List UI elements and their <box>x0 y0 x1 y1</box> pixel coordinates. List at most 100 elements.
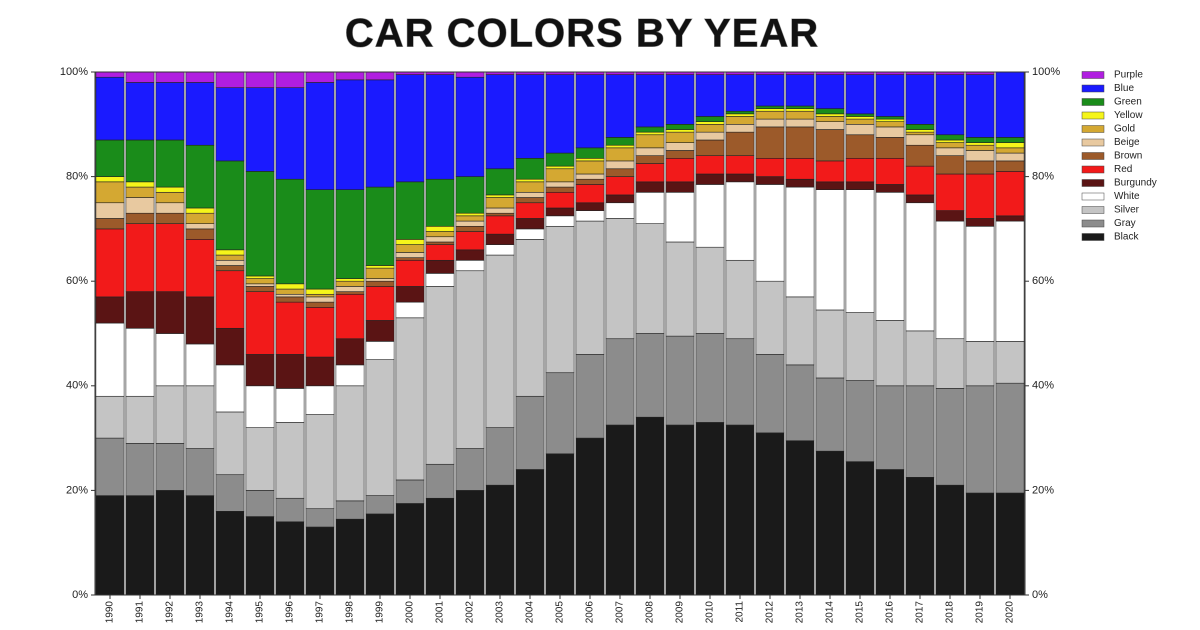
bar-segment <box>635 416 665 596</box>
bar-segment <box>665 157 695 183</box>
bar-segment <box>545 191 575 209</box>
bar-segment <box>155 333 185 387</box>
bar-segment <box>305 414 335 510</box>
bar-segment <box>635 131 665 136</box>
bar-segment <box>95 202 125 219</box>
bar-segment <box>215 474 245 512</box>
bar-segment <box>665 191 695 243</box>
bar-segment <box>755 176 785 185</box>
bar-segment <box>695 173 725 185</box>
bar-segment <box>275 521 305 596</box>
bar-segment <box>305 189 335 290</box>
bar-segment <box>425 231 455 238</box>
bar-segment <box>815 189 845 311</box>
bar-segment <box>275 283 305 290</box>
bar-segment <box>635 155 665 164</box>
bar-segment <box>395 286 425 303</box>
bar-segment <box>995 215 1025 222</box>
bar-segment <box>605 168 635 177</box>
bar-segment <box>995 220 1025 342</box>
bar-segment <box>125 327 155 397</box>
bar-segment <box>845 380 875 462</box>
y-tick-label-right: 0% <box>1032 589 1048 601</box>
bar-segment <box>125 82 155 141</box>
bar-segment <box>905 165 935 196</box>
x-tick-label: 2019 <box>975 601 986 624</box>
bar-segment <box>545 215 575 227</box>
bar-segment <box>815 108 845 115</box>
bar-segment <box>425 178 455 227</box>
bar-segment <box>515 178 545 183</box>
bar-segment <box>725 113 755 117</box>
bar-segment <box>935 173 965 211</box>
bar-segment <box>485 244 515 256</box>
bar-segment <box>335 338 365 366</box>
bar-segment <box>125 395 155 444</box>
bar-segment <box>185 448 215 496</box>
x-tick-label: 1992 <box>165 601 176 624</box>
bar-segment <box>455 215 485 222</box>
bar-segment <box>815 113 845 117</box>
bar-segment <box>245 71 275 88</box>
bar-segment <box>305 307 335 358</box>
bar-segment <box>335 189 365 279</box>
bar-segment <box>785 105 815 109</box>
bar-segment <box>305 71 335 83</box>
bar-segment <box>845 118 875 125</box>
bar-segment <box>545 372 575 455</box>
bar-segment <box>395 301 425 319</box>
bar-segment <box>575 437 605 596</box>
bar-segment <box>995 171 1025 217</box>
bar-segment <box>485 197 515 209</box>
x-tick-label: 2012 <box>765 601 776 624</box>
bar-segment <box>395 239 425 245</box>
bar-segment <box>665 150 695 159</box>
bar-segment <box>845 134 875 159</box>
x-tick-label: 2000 <box>405 601 416 624</box>
bar-segment <box>455 231 485 251</box>
bar-segment <box>245 275 275 279</box>
bar-segment <box>455 220 485 227</box>
bar-segment <box>515 74 545 159</box>
bar-segment <box>95 181 125 204</box>
bar-segment <box>485 254 515 428</box>
bar-segment <box>425 236 455 243</box>
bar-segment <box>875 157 905 185</box>
bar-segment <box>125 71 155 83</box>
bar-segment <box>185 144 215 209</box>
legend-swatch <box>1081 233 1105 241</box>
bar-segment <box>905 74 935 125</box>
bar-segment <box>485 194 515 198</box>
bar-segment <box>545 152 575 167</box>
bar-segment <box>245 490 275 517</box>
bar-segment <box>875 118 905 122</box>
bar-segment <box>635 126 665 133</box>
bar-segment <box>545 165 575 170</box>
bar-segment <box>935 338 965 389</box>
x-tick-label: 2020 <box>1005 601 1016 624</box>
bar-segment <box>215 270 245 329</box>
bar-segment <box>395 74 425 183</box>
bar-segment <box>935 74 965 136</box>
bar-segment <box>905 134 935 146</box>
bar-segment <box>845 189 875 313</box>
bar-segment <box>605 218 635 340</box>
bar-segment <box>875 116 905 120</box>
bar-segment <box>725 424 755 596</box>
bar-segment <box>485 484 515 596</box>
bar-segment <box>815 450 845 596</box>
bar-segment <box>725 116 755 125</box>
bar-segment <box>665 335 695 426</box>
bar-segment <box>305 82 335 190</box>
legend-label: Yellow <box>1114 110 1143 121</box>
bar-segment <box>635 181 665 193</box>
bar-segment <box>185 296 215 345</box>
bar-segment <box>905 385 935 478</box>
bar-segment <box>95 76 125 141</box>
x-tick-label: 2011 <box>735 601 746 623</box>
bar-segment <box>905 131 935 136</box>
bar-segment <box>935 484 965 596</box>
bar-segment <box>515 239 545 397</box>
bar-segment <box>275 87 305 180</box>
bar-segment <box>365 71 395 81</box>
